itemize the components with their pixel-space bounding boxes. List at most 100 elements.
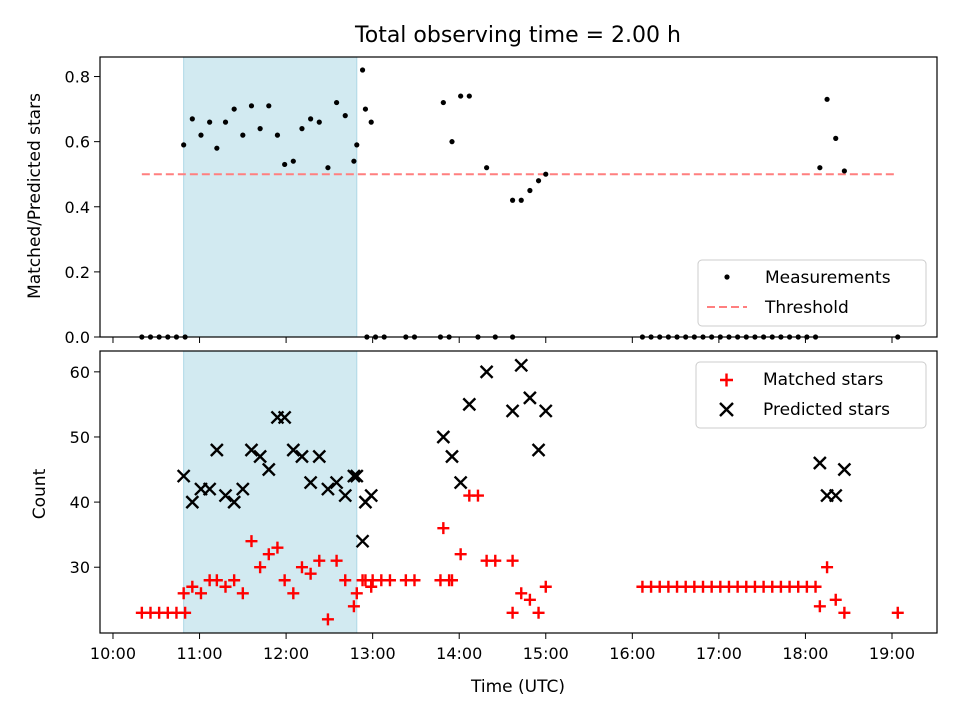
predicted-point: [338, 488, 353, 503]
predicted-point: [253, 449, 267, 464]
predicted-point: [244, 443, 259, 457]
predicted-point: [176, 469, 191, 483]
predicted-point: [436, 430, 451, 444]
measurement-point: [274, 132, 281, 138]
measurement-point: [466, 93, 472, 99]
legend-threshold-label: Threshold: [764, 298, 849, 318]
predicted-point: [227, 495, 242, 509]
measurement-point: [449, 139, 455, 145]
predicted-point: [462, 397, 477, 412]
legend-top: Measurements Threshold: [697, 259, 927, 327]
measurement-point: [362, 106, 369, 112]
measurement-point: [290, 158, 296, 164]
measurement-point: [342, 113, 348, 119]
legend-bottom-frame: [695, 361, 927, 429]
matched-point: [321, 613, 334, 626]
matched-point: [813, 600, 826, 613]
predicted-point: [347, 469, 361, 483]
measurement-point: [333, 99, 340, 106]
y-tick-label: 0.8: [65, 68, 90, 87]
measurement-point: [214, 145, 220, 151]
predicted-point: [358, 495, 373, 509]
y-tick-label: 0.4: [65, 198, 90, 217]
ratio-panel: 0.0 0.2 0.4 0.6 0.8: [65, 56, 938, 347]
predicted-point: [235, 482, 250, 496]
predicted-point: [321, 482, 335, 496]
bottom-ylabel: Count: [30, 468, 50, 519]
measurement-point: [527, 187, 533, 194]
measurement-point: [266, 103, 272, 109]
predicted-point: [185, 495, 200, 509]
matched-point: [838, 606, 851, 619]
matched-point: [262, 548, 275, 561]
predicted-point: [295, 449, 309, 464]
y-tick-label: 50: [70, 428, 90, 447]
chart-title: Total observing time = 2.00 h: [354, 23, 681, 48]
measurement-point: [824, 96, 830, 102]
legend-bottom: Matched stars Predicted stars: [695, 361, 927, 429]
predicted-point: [218, 488, 233, 503]
x-axis-label: Time (UTC): [470, 677, 565, 697]
predicted-point: [261, 462, 276, 477]
y-tick-label: 30: [70, 558, 90, 577]
measurement-point: [248, 103, 255, 109]
measurement-point: [316, 119, 322, 125]
predicted-point: [813, 456, 827, 470]
legend-predicted-label: Predicted stars: [763, 400, 890, 420]
predicted-point: [277, 410, 292, 425]
matched-point: [179, 606, 192, 619]
predicted-point: [523, 391, 537, 405]
x-tick-label: 16:00: [609, 644, 655, 663]
measurement-point: [509, 197, 516, 203]
matched-point: [304, 567, 317, 580]
legend-predicted-marker: [719, 402, 734, 417]
legend-top-frame: [697, 259, 927, 327]
measurement-point: [368, 119, 374, 125]
matched-point: [330, 554, 343, 567]
matched-point: [821, 561, 834, 574]
measurement-point: [198, 132, 204, 138]
predicted-point: [514, 358, 529, 373]
matched-point: [445, 574, 458, 587]
predicted-point: [505, 404, 520, 418]
measurement-point: [231, 106, 237, 112]
measurement-point: [359, 67, 366, 73]
x-tick-label: 11:00: [176, 644, 222, 663]
predicted-point: [538, 404, 553, 418]
measurement-point: [257, 126, 263, 132]
matched-point: [383, 574, 396, 587]
predicted-point: [349, 469, 364, 483]
measurement-point: [181, 142, 187, 148]
matched-point: [278, 574, 291, 587]
x-tick-label: 17:00: [696, 644, 742, 663]
top-ylabel: Matched/Predicted stars: [25, 93, 45, 299]
matched-point: [489, 554, 502, 567]
measurement-point: [458, 93, 464, 99]
matched-point: [271, 541, 284, 554]
matched-point: [523, 593, 536, 606]
matched-point: [515, 587, 528, 600]
matched-point: [287, 587, 300, 600]
predicted-point: [445, 449, 459, 464]
matched-point: [236, 587, 249, 600]
matched-point: [408, 574, 421, 587]
observing-window-span: [183, 56, 358, 338]
predicted-point: [828, 488, 843, 503]
matched-point: [177, 587, 190, 600]
measurement-point: [240, 132, 246, 138]
matched-point: [506, 606, 519, 619]
x-tick-label: 13:00: [350, 644, 396, 663]
legend-matched-label: Matched stars: [763, 370, 883, 390]
x-tick-label: 12:00: [263, 644, 309, 663]
plot-frame: [99, 350, 938, 634]
matched-point: [194, 587, 207, 600]
matched-point: [347, 600, 360, 613]
matched-point: [454, 548, 467, 561]
matched-point: [245, 535, 258, 548]
predicted-point: [837, 462, 852, 477]
predicted-point: [355, 534, 370, 549]
measurement-point: [817, 165, 823, 171]
predicted-point: [210, 443, 224, 457]
predicted-point: [531, 443, 546, 457]
